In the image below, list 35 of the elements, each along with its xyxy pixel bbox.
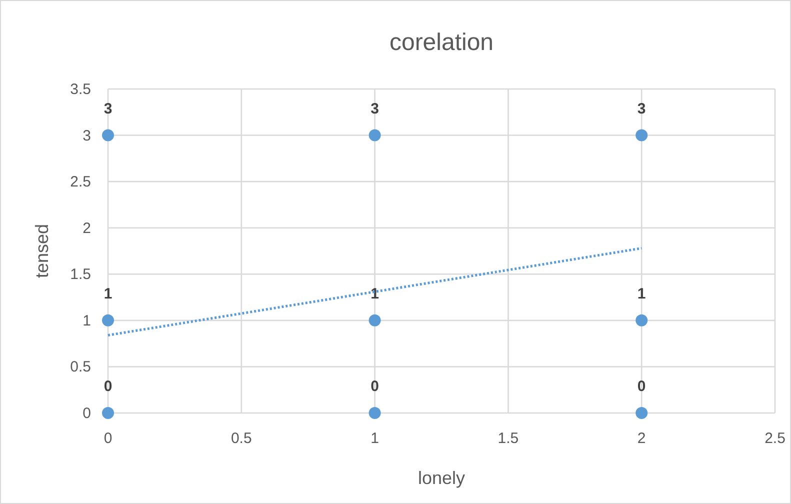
data-label: 3: [637, 100, 646, 118]
x-tick-label: 1.5: [498, 430, 519, 447]
x-tick-label: 2: [637, 430, 646, 447]
point: [368, 129, 381, 142]
data-label: 0: [104, 378, 112, 395]
x-tick-label: 0: [104, 430, 112, 447]
y-tick-label: 2.5: [70, 174, 91, 191]
y-tick-label: 2: [82, 220, 91, 237]
point: [636, 129, 648, 142]
x-axis-title: lonely: [418, 468, 466, 488]
y-tick-label: 3: [82, 127, 91, 144]
y-tick-label: 0.5: [70, 358, 91, 376]
chart-title: corelation: [389, 29, 494, 56]
y-tick-label: 0: [82, 405, 91, 422]
x-tick-label: 1: [370, 430, 379, 447]
y-tick-label: 1: [82, 312, 91, 330]
data-label: 0: [637, 378, 646, 395]
x-tick-label: 2.5: [764, 430, 786, 447]
point: [102, 407, 114, 419]
data-label: 1: [637, 285, 646, 302]
data-label: 3: [104, 100, 112, 118]
data-label: 0: [370, 378, 379, 395]
point: [636, 314, 648, 326]
point: [368, 314, 381, 326]
data-label: 1: [104, 285, 112, 302]
point: [636, 407, 648, 419]
x-tick-label: 0.5: [230, 430, 252, 447]
y-tick-label: 1.5: [70, 266, 91, 284]
point: [102, 314, 114, 326]
data-label: 3: [370, 100, 379, 118]
point: [368, 407, 381, 419]
y-axis-title: tensed: [32, 224, 52, 278]
y-tick-label: 3.5: [70, 81, 91, 98]
point: [102, 129, 114, 142]
data-label: 1: [370, 285, 379, 302]
